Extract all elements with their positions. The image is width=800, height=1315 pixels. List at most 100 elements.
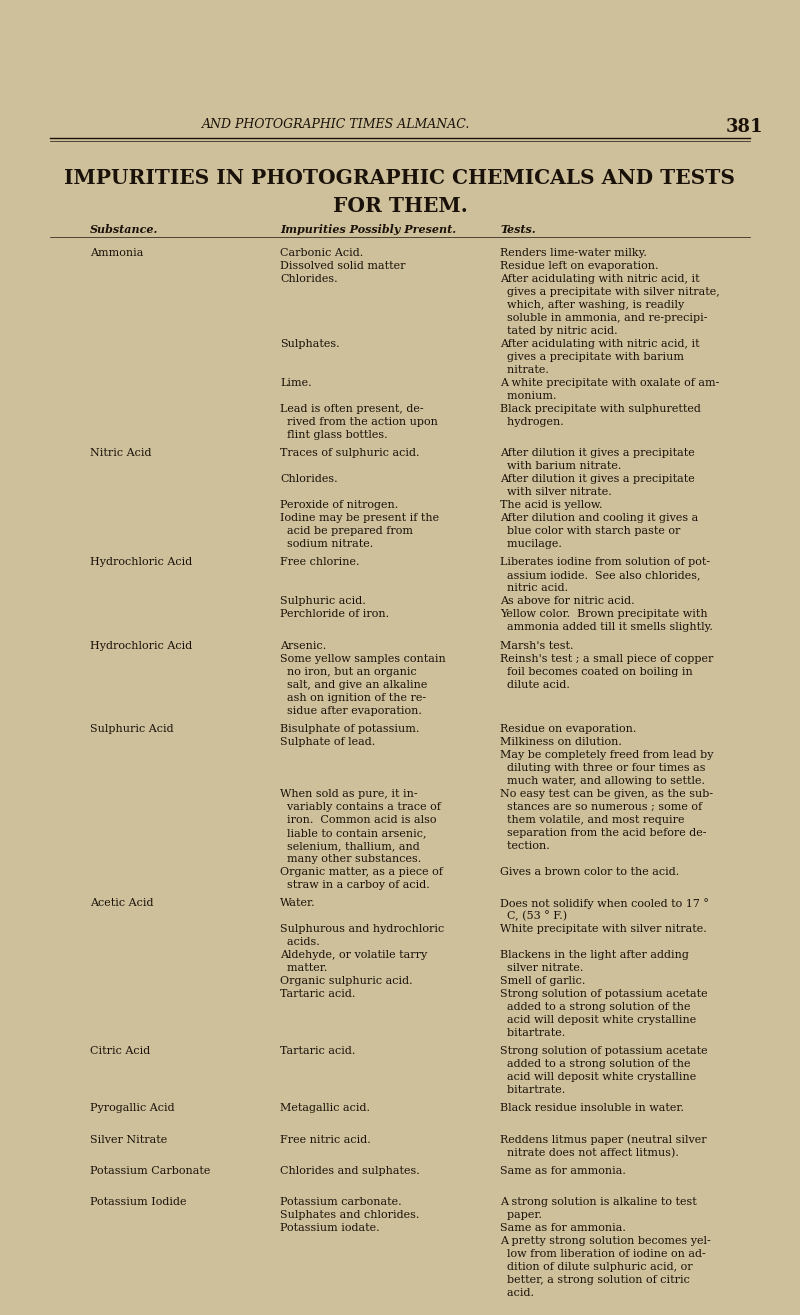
Text: added to a strong solution of the: added to a strong solution of the	[500, 1059, 690, 1069]
Text: nitric acid.: nitric acid.	[500, 584, 568, 593]
Text: sidue after evaporation.: sidue after evaporation.	[280, 706, 422, 715]
Text: acid.: acid.	[500, 1287, 534, 1298]
Text: Organic sulphuric acid.: Organic sulphuric acid.	[280, 976, 413, 986]
Text: Silver Nitrate: Silver Nitrate	[90, 1135, 167, 1144]
Text: monium.: monium.	[500, 391, 557, 401]
Text: Carbonic Acid.: Carbonic Acid.	[280, 249, 363, 258]
Text: Sulphates and chlorides.: Sulphates and chlorides.	[280, 1210, 419, 1220]
Text: Blackens in the light after adding: Blackens in the light after adding	[500, 949, 689, 960]
Text: variably contains a trace of: variably contains a trace of	[280, 802, 441, 811]
Text: gives a precipitate with barium: gives a precipitate with barium	[500, 352, 684, 362]
Text: IMPURITIES IN PHOTOGRAPHIC CHEMICALS AND TESTS: IMPURITIES IN PHOTOGRAPHIC CHEMICALS AND…	[65, 168, 735, 188]
Text: FOR THEM.: FOR THEM.	[333, 196, 467, 216]
Text: Free chlorine.: Free chlorine.	[280, 558, 359, 567]
Text: selenium, thallium, and: selenium, thallium, and	[280, 840, 420, 851]
Text: A white precipitate with oxalate of am-: A white precipitate with oxalate of am-	[500, 377, 719, 388]
Text: After acidulating with nitric acid, it: After acidulating with nitric acid, it	[500, 339, 700, 348]
Text: with barium nitrate.: with barium nitrate.	[500, 462, 622, 471]
Text: soluble in ammonia, and re-precipi-: soluble in ammonia, and re-precipi-	[500, 313, 707, 323]
Text: stances are so numerous ; some of: stances are so numerous ; some of	[500, 802, 702, 811]
Text: which, after washing, is readily: which, after washing, is readily	[500, 300, 684, 310]
Text: The acid is yellow.: The acid is yellow.	[500, 500, 602, 510]
Text: hydrogen.: hydrogen.	[500, 417, 564, 427]
Text: acid be prepared from: acid be prepared from	[280, 526, 413, 537]
Text: Potassium carbonate.: Potassium carbonate.	[280, 1197, 402, 1207]
Text: Strong solution of potassium acetate: Strong solution of potassium acetate	[500, 989, 708, 999]
Text: Same as for ammonia.: Same as for ammonia.	[500, 1223, 626, 1233]
Text: Water.: Water.	[280, 898, 316, 907]
Text: Substance.: Substance.	[90, 224, 158, 235]
Text: liable to contain arsenic,: liable to contain arsenic,	[280, 828, 426, 838]
Text: Perchloride of iron.: Perchloride of iron.	[280, 609, 389, 619]
Text: iron.  Common acid is also: iron. Common acid is also	[280, 815, 437, 825]
Text: After acidulating with nitric acid, it: After acidulating with nitric acid, it	[500, 274, 700, 284]
Text: Potassium Carbonate: Potassium Carbonate	[90, 1166, 210, 1176]
Text: Dissolved solid matter: Dissolved solid matter	[280, 260, 406, 271]
Text: Lead is often present, de-: Lead is often present, de-	[280, 404, 424, 414]
Text: 381: 381	[726, 118, 762, 135]
Text: Renders lime-water milky.: Renders lime-water milky.	[500, 249, 647, 258]
Text: Potassium Iodide: Potassium Iodide	[90, 1197, 186, 1207]
Text: matter.: matter.	[280, 963, 327, 973]
Text: Yellow color.  Brown precipitate with: Yellow color. Brown precipitate with	[500, 609, 708, 619]
Text: diluting with three or four times as: diluting with three or four times as	[500, 763, 706, 773]
Text: Tartaric acid.: Tartaric acid.	[280, 989, 355, 999]
Text: Residue left on evaporation.: Residue left on evaporation.	[500, 260, 658, 271]
Text: After dilution and cooling it gives a: After dilution and cooling it gives a	[500, 513, 698, 523]
Text: Impurities Possibly Present.: Impurities Possibly Present.	[280, 224, 456, 235]
Text: them volatile, and most require: them volatile, and most require	[500, 815, 685, 825]
Text: After dilution it gives a precipitate: After dilution it gives a precipitate	[500, 448, 694, 458]
Text: Bisulphate of potassium.: Bisulphate of potassium.	[280, 723, 419, 734]
Text: bitartrate.: bitartrate.	[500, 1085, 566, 1095]
Text: Chlorides.: Chlorides.	[280, 274, 338, 284]
Text: silver nitrate.: silver nitrate.	[500, 963, 583, 973]
Text: White precipitate with silver nitrate.: White precipitate with silver nitrate.	[500, 924, 706, 934]
Text: many other substances.: many other substances.	[280, 853, 422, 864]
Text: Strong solution of potassium acetate: Strong solution of potassium acetate	[500, 1047, 708, 1056]
Text: Same as for ammonia.: Same as for ammonia.	[500, 1166, 626, 1176]
Text: Metagallic acid.: Metagallic acid.	[280, 1103, 370, 1114]
Text: acid will deposit white crystalline: acid will deposit white crystalline	[500, 1072, 696, 1082]
Text: Iodine may be present if the: Iodine may be present if the	[280, 513, 439, 523]
Text: tated by nitric acid.: tated by nitric acid.	[500, 326, 618, 337]
Text: straw in a carboy of acid.: straw in a carboy of acid.	[280, 880, 430, 890]
Text: Milkiness on dilution.: Milkiness on dilution.	[500, 736, 622, 747]
Text: Ammonia: Ammonia	[90, 249, 143, 258]
Text: gives a precipitate with silver nitrate,: gives a precipitate with silver nitrate,	[500, 287, 720, 297]
Text: no iron, but an organic: no iron, but an organic	[280, 667, 417, 677]
Text: mucilage.: mucilage.	[500, 539, 562, 550]
Text: paper.: paper.	[500, 1210, 542, 1220]
Text: C, (53 ° F.): C, (53 ° F.)	[500, 911, 567, 922]
Text: As above for nitric acid.: As above for nitric acid.	[500, 597, 634, 606]
Text: Gives a brown color to the acid.: Gives a brown color to the acid.	[500, 867, 679, 877]
Text: Potassium iodate.: Potassium iodate.	[280, 1223, 380, 1233]
Text: low from liberation of iodine on ad-: low from liberation of iodine on ad-	[500, 1249, 706, 1258]
Text: assium iodide.  See also chlorides,: assium iodide. See also chlorides,	[500, 571, 701, 580]
Text: bitartrate.: bitartrate.	[500, 1028, 566, 1038]
Text: nitrate does not affect litmus).: nitrate does not affect litmus).	[500, 1148, 679, 1159]
Text: Sulphurous and hydrochloric: Sulphurous and hydrochloric	[280, 924, 444, 934]
Text: dition of dilute sulphuric acid, or: dition of dilute sulphuric acid, or	[500, 1262, 693, 1272]
Text: May be completely freed from lead by: May be completely freed from lead by	[500, 750, 714, 760]
Text: Traces of sulphuric acid.: Traces of sulphuric acid.	[280, 448, 419, 458]
Text: Reinsh's test ; a small piece of copper: Reinsh's test ; a small piece of copper	[500, 654, 714, 664]
Text: Free nitric acid.: Free nitric acid.	[280, 1135, 370, 1144]
Text: Marsh's test.: Marsh's test.	[500, 640, 574, 651]
Text: Chlorides.: Chlorides.	[280, 475, 338, 484]
Text: Peroxide of nitrogen.: Peroxide of nitrogen.	[280, 500, 398, 510]
Text: with silver nitrate.: with silver nitrate.	[500, 487, 612, 497]
Text: tection.: tection.	[500, 840, 550, 851]
Text: Chlorides and sulphates.: Chlorides and sulphates.	[280, 1166, 420, 1176]
Text: Pyrogallic Acid: Pyrogallic Acid	[90, 1103, 174, 1114]
Text: Does not solidify when cooled to 17 °: Does not solidify when cooled to 17 °	[500, 898, 709, 909]
Text: Some yellow samples contain: Some yellow samples contain	[280, 654, 446, 664]
Text: Smell of garlic.: Smell of garlic.	[500, 976, 586, 986]
Text: Black residue insoluble in water.: Black residue insoluble in water.	[500, 1103, 684, 1114]
Text: ammonia added till it smells slightly.: ammonia added till it smells slightly.	[500, 622, 713, 633]
Text: Hydrochloric Acid: Hydrochloric Acid	[90, 640, 192, 651]
Text: Acetic Acid: Acetic Acid	[90, 898, 154, 907]
Text: Organic matter, as a piece of: Organic matter, as a piece of	[280, 867, 443, 877]
Text: No easy test can be given, as the sub-: No easy test can be given, as the sub-	[500, 789, 713, 798]
Text: better, a strong solution of citric: better, a strong solution of citric	[500, 1276, 690, 1285]
Text: Nitric Acid: Nitric Acid	[90, 448, 151, 458]
